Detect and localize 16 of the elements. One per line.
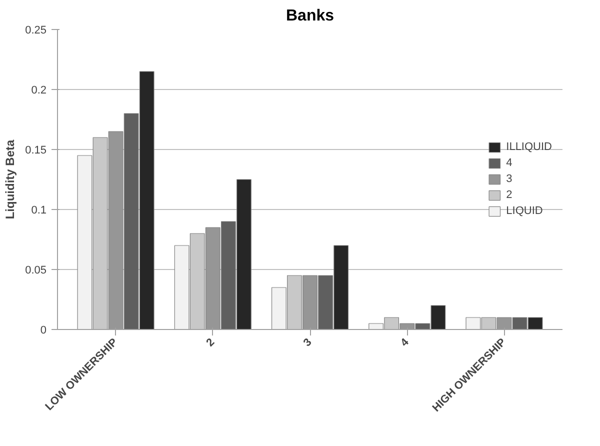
legend-label: 3 — [506, 173, 514, 185]
legend-label: ILLIQUID — [506, 141, 552, 153]
y-tick-label: 0.15 — [25, 144, 47, 156]
y-tick-label: 0.05 — [25, 264, 47, 276]
y-tick-label: 0.2 — [31, 84, 47, 96]
x-tick-label: 3 — [301, 336, 314, 350]
y-tick-label: 0.1 — [31, 204, 47, 216]
y-tick-label: 0.25 — [25, 24, 47, 36]
y-tick-label: 0 — [40, 324, 47, 336]
x-tick-label: 4 — [398, 336, 412, 350]
chart-title: Banks — [286, 8, 334, 24]
x-tick-label: 2 — [204, 336, 218, 350]
legend-label: 2 — [506, 189, 514, 201]
y-axis-title: Liquidity Beta — [3, 140, 18, 220]
legend-label: 4 — [506, 157, 514, 169]
legend-label: LIQUID — [506, 205, 543, 217]
